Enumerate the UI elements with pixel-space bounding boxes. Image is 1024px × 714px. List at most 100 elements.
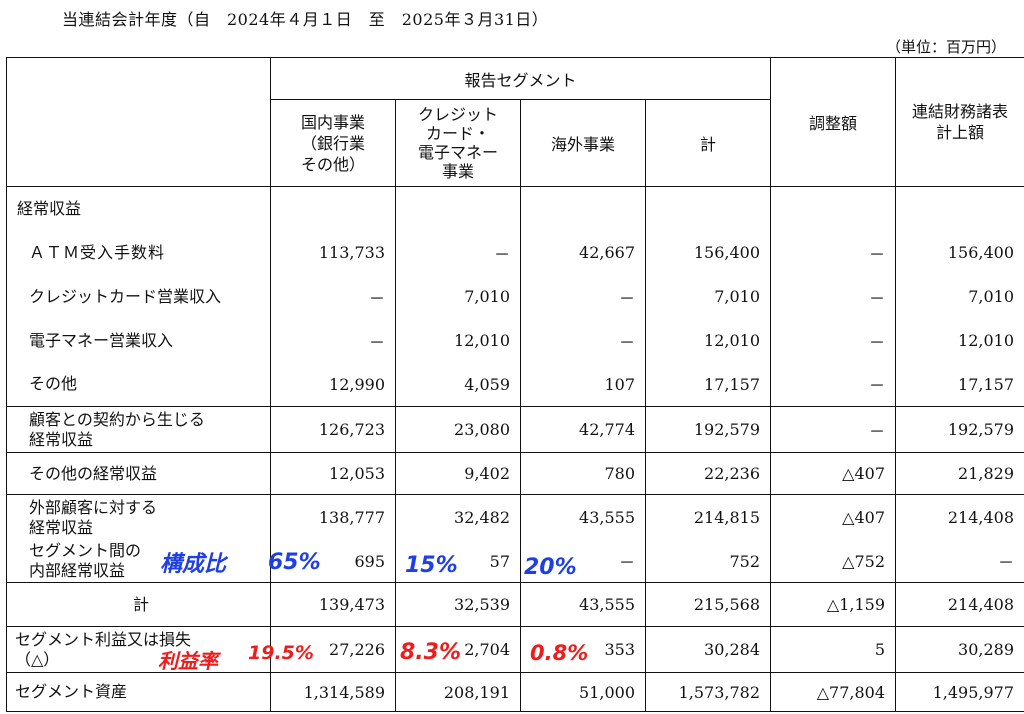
- domestic-cell: 12,990: [270, 362, 396, 407]
- annotation-composition-label: 構成比: [160, 552, 227, 577]
- consolidated-cell: 214,408: [895, 582, 1024, 627]
- credit-cell: 7,010: [395, 274, 521, 319]
- adjustment-cell: △407: [770, 494, 897, 541]
- credit-cell: 4,059: [395, 362, 521, 407]
- adjustment-cell: －: [770, 230, 897, 275]
- credit-cell: 23,080: [395, 406, 521, 453]
- credit-header: クレジット カード・ 電子マネー 事業: [395, 99, 521, 187]
- consolidated-header: 連結財務諸表 計上額: [895, 57, 1024, 187]
- overseas-cell: －: [520, 540, 646, 583]
- table-row: セグメント間の 内部経常収益 695 57 － 752 △752 －: [6, 540, 1024, 583]
- row-label: 電子マネー営業収入: [6, 318, 271, 363]
- domestic-header: 国内事業 （銀行業 その他）: [270, 99, 396, 187]
- credit-cell: 32,539: [395, 582, 521, 627]
- row-label: セグメント利益又は損失 （△）: [6, 626, 271, 673]
- overseas-cell: 353: [520, 626, 646, 673]
- table-row: セグメント利益又は損失 （△） 27,226 2,704 353 30,284 5 30,2…: [6, 626, 1024, 673]
- row-label: その他の経常収益: [6, 452, 271, 495]
- overseas-cell: －: [520, 318, 646, 363]
- period-heading: 当連結会計年度（自 2024年４月１日 至 2025年３月31日）: [62, 10, 549, 29]
- segment-table: 報告セグメント 調整額 連結財務諸表 計上額 国内事業 （銀行業 その他） クレ…: [6, 57, 1024, 712]
- adjustment-cell: －: [770, 274, 897, 319]
- credit-cell: －: [395, 230, 521, 275]
- row-label: クレジットカード営業収入: [6, 274, 271, 319]
- domestic-cell: 1,314,589: [270, 672, 396, 712]
- credit-cell: 2,704: [395, 626, 521, 673]
- adjustment-header: 調整額: [770, 57, 897, 187]
- reportable-segments-header: 報告セグメント: [269, 57, 772, 100]
- overseas-cell: －: [520, 274, 646, 319]
- total-cell: 17,157: [644, 362, 772, 407]
- consolidated-cell: 192,579: [895, 406, 1024, 453]
- domestic-cell: 695: [270, 540, 396, 583]
- row-label: セグメント間の 内部経常収益: [6, 540, 271, 583]
- annotation-composition-domestic: 65%: [268, 550, 321, 575]
- consolidated-cell: 7,010: [895, 274, 1024, 319]
- corner-cell: [6, 57, 271, 187]
- annotation-margin-credit: 8.3%: [400, 640, 462, 665]
- total-cell: 192,579: [644, 406, 772, 453]
- domestic-cell: 113,733: [270, 230, 396, 275]
- consolidated-cell: 30,289: [895, 626, 1024, 673]
- total-cell: 752: [644, 540, 772, 583]
- adjustment-cell: △752: [770, 540, 897, 583]
- total-cell: 12,010: [644, 318, 772, 363]
- adjustment-cell: －: [770, 318, 897, 363]
- row-label: セグメント資産: [6, 672, 271, 712]
- row-label: 計: [6, 582, 271, 627]
- domestic-cell: 27,226: [270, 626, 396, 673]
- total-cell: 22,236: [644, 452, 772, 495]
- overseas-header: 海外事業: [520, 99, 646, 187]
- adjustment-cell: －: [770, 362, 897, 407]
- adjustment-cell: 5: [770, 626, 897, 673]
- total-cell: 214,815: [644, 494, 772, 541]
- credit-cell: 12,010: [395, 318, 521, 363]
- unit-label: （単位：百万円）: [885, 38, 1006, 56]
- total-cell: 1,573,782: [644, 672, 772, 712]
- adjustment-cell: △77,804: [770, 672, 897, 712]
- table-row: 計 139,473 32,539 43,555 215,568 △1,159 214,408: [6, 582, 1024, 627]
- overseas-cell: 43,555: [520, 494, 646, 541]
- annotation-margin-overseas: 0.8%: [530, 641, 589, 665]
- total-cell: 7,010: [644, 274, 772, 319]
- overseas-cell: 42,774: [520, 406, 646, 453]
- overseas-cell: 43,555: [520, 582, 646, 627]
- consolidated-cell: －: [895, 540, 1024, 583]
- consolidated-cell: 156,400: [895, 230, 1024, 275]
- table-row: ＡＴＭ受入手数料 113,733 － 42,667 156,400 － 156,400: [6, 230, 1024, 275]
- total-cell: 30,284: [644, 626, 772, 673]
- credit-cell: 9,402: [395, 452, 521, 495]
- table-row: 顧客との契約から生じる 経常収益 126,723 23,080 42,774 192,5…: [6, 406, 1024, 453]
- overseas-cell: 780: [520, 452, 646, 495]
- table-row: その他の経常収益 12,053 9,402 780 22,236 △407 21,829: [6, 452, 1024, 495]
- adjustment-cell: △1,159: [770, 582, 897, 627]
- table-row: 外部顧客に対する 経常収益 138,777 32,482 43,555 214,815 △…: [6, 494, 1024, 541]
- table-row: セグメント資産 1,314,589 208,191 51,000 1,573,782 △7…: [6, 672, 1024, 712]
- domestic-cell: 138,777: [270, 494, 396, 541]
- row-label: 顧客との契約から生じる 経常収益: [6, 406, 271, 453]
- consolidated-cell: 12,010: [895, 318, 1024, 363]
- total-header: 計: [644, 99, 772, 187]
- annotation-margin-domestic: 19.5%: [248, 642, 314, 664]
- domestic-cell: 139,473: [270, 582, 396, 627]
- overseas-cell: 107: [520, 362, 646, 407]
- credit-cell: 32,482: [395, 494, 521, 541]
- consolidated-cell: 21,829: [895, 452, 1024, 495]
- consolidated-cell: 17,157: [895, 362, 1024, 407]
- domestic-cell: 12,053: [270, 452, 396, 495]
- total-cell: 215,568: [644, 582, 772, 627]
- annotation-composition-overseas: 20%: [524, 555, 577, 580]
- domestic-cell: －: [270, 274, 396, 319]
- adjustment-cell: －: [770, 406, 897, 453]
- total-cell: 156,400: [644, 230, 772, 275]
- table-row: クレジットカード営業収入－ 7,010 － 7,010 － 7,010: [6, 274, 1024, 319]
- consolidated-cell: 214,408: [895, 494, 1024, 541]
- row-label: 外部顧客に対する 経常収益: [6, 494, 271, 541]
- overseas-cell: 51,000: [520, 672, 646, 712]
- overseas-cell: 42,667: [520, 230, 646, 275]
- adjustment-cell: △407: [770, 452, 897, 495]
- domestic-cell: 126,723: [270, 406, 396, 453]
- annotation-margin-label: 利益率: [158, 649, 218, 673]
- table-row: その他 12,990 4,059 107 17,157 － 17,157: [6, 362, 1024, 407]
- domestic-cell: －: [270, 318, 396, 363]
